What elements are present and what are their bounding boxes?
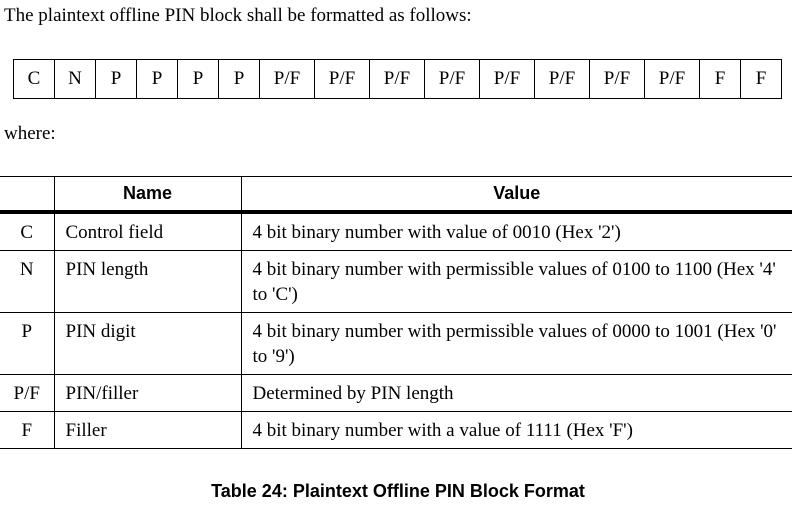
pin-block-cell: P/F [369, 59, 425, 99]
table-header-row: Name Value [0, 176, 792, 214]
row-value: 4 bit binary number with a value of 1111… [240, 411, 792, 449]
pin-block-cell: P/F [644, 59, 700, 99]
row-name: PIN/filler [53, 374, 242, 412]
header-value: Value [240, 176, 792, 214]
pin-block-diagram: C N P P P P P/F P/F P/F P/F P/F P/F P/F … [13, 59, 782, 99]
row-value: 4 bit binary number with permissible val… [240, 312, 792, 375]
row-symbol: N [0, 250, 55, 313]
row-name: PIN digit [53, 312, 242, 375]
header-name: Name [53, 176, 242, 214]
pin-block-cell: P [218, 59, 260, 99]
row-symbol: P [0, 312, 55, 375]
row-value: 4 bit binary number with value of 0010 (… [240, 212, 792, 251]
pin-block-row: C N P P P P P/F P/F P/F P/F P/F P/F P/F … [13, 59, 782, 99]
header-symbol [0, 176, 55, 214]
pin-block-cell: F [740, 59, 782, 99]
pin-block-cell: P/F [259, 59, 315, 99]
row-symbol: P/F [0, 374, 55, 412]
pin-block-cell: P/F [479, 59, 535, 99]
intro-text: The plaintext offline PIN block shall be… [4, 5, 472, 26]
row-name: Control field [53, 212, 242, 251]
table-row: N PIN length 4 bit binary number with pe… [0, 250, 792, 313]
pin-block-cell: F [699, 59, 741, 99]
table-row: F Filler 4 bit binary number with a valu… [0, 411, 792, 449]
table-row: P/F PIN/filler Determined by PIN length [0, 374, 792, 412]
pin-block-cell: P [95, 59, 137, 99]
row-name: Filler [53, 411, 242, 449]
pin-block-cell: P/F [534, 59, 590, 99]
row-value: Determined by PIN length [240, 374, 792, 412]
pin-block-format-table: Name Value C Control field 4 bit binary … [0, 176, 792, 449]
pin-block-cell: C [13, 59, 55, 99]
table-caption: Table 24: Plaintext Offline PIN Block Fo… [211, 481, 585, 501]
pin-block-cell: P/F [314, 59, 370, 99]
row-value: 4 bit binary number with permissible val… [240, 250, 792, 313]
table-row: C Control field 4 bit binary number with… [0, 212, 792, 251]
pin-block-cell: P/F [589, 59, 645, 99]
pin-block-cell: P/F [424, 59, 480, 99]
pin-block-cell: N [54, 59, 96, 99]
table-row: P PIN digit 4 bit binary number with per… [0, 312, 792, 375]
where-label: where: [4, 123, 56, 144]
row-symbol: F [0, 411, 55, 449]
pin-block-cell: P [136, 59, 178, 99]
row-symbol: C [0, 212, 55, 251]
pin-block-cell: P [177, 59, 219, 99]
row-name: PIN length [53, 250, 242, 313]
